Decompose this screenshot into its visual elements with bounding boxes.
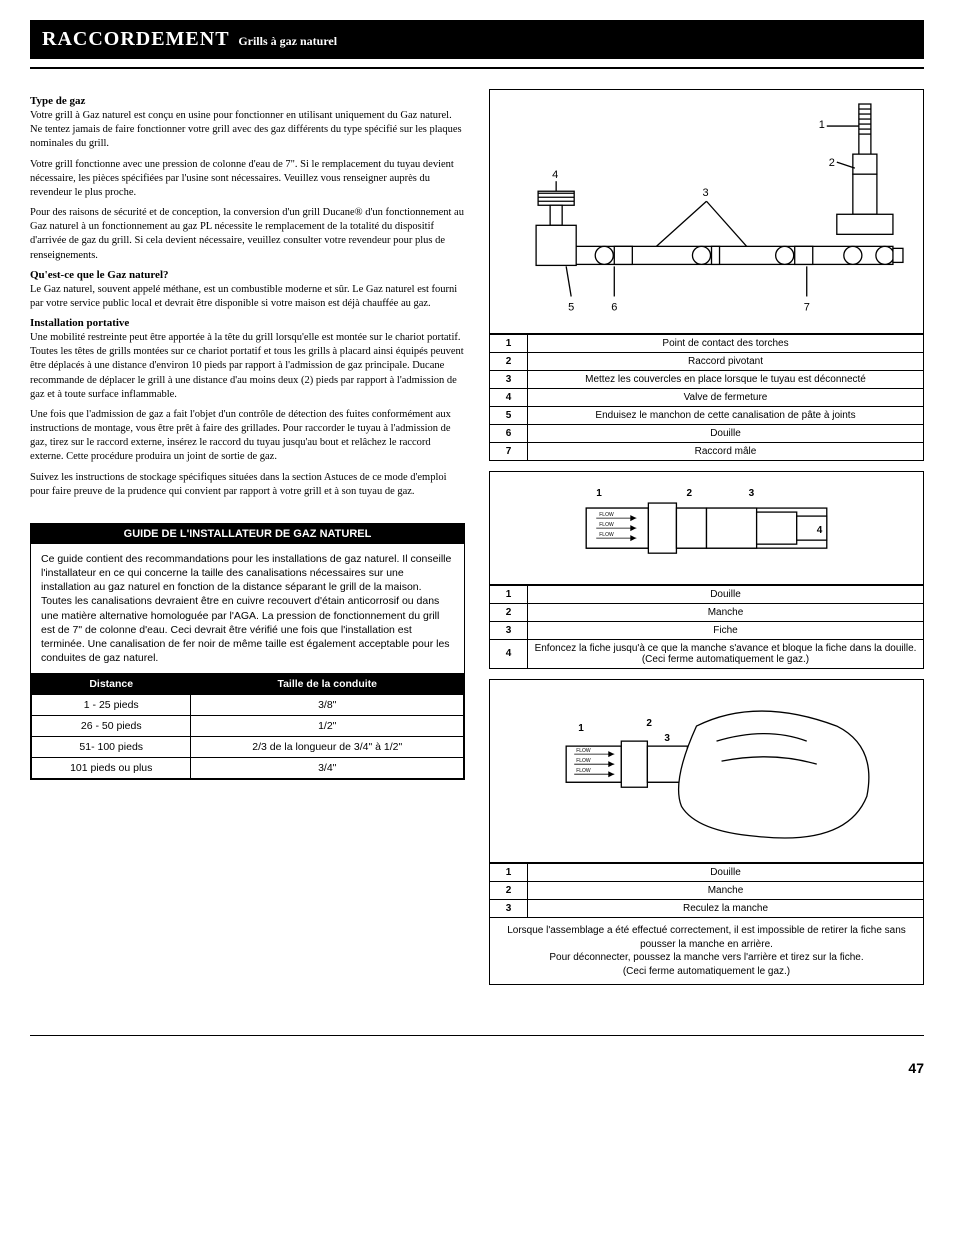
legend-3: 1Douille 2Manche 3Reculez la manche — [489, 863, 924, 918]
guide-box: GUIDE DE L'INSTALLATEUR DE GAZ NATUREL C… — [30, 523, 465, 780]
svg-text:1: 1 — [578, 723, 584, 734]
section-head-type: Type de gaz — [30, 95, 465, 107]
table-row: 3Reculez la manche — [490, 900, 924, 918]
dist-th-size: Taille de la conduite — [191, 674, 464, 695]
header-underline — [30, 67, 924, 69]
table-row: 2Manche — [490, 603, 924, 621]
distance-table: Distance Taille de la conduite 1 - 25 pi… — [31, 673, 464, 779]
table-row: 1Douille — [490, 864, 924, 882]
table-row: 101 pieds ou plus3/4" — [32, 758, 464, 779]
diagram-3: 1 2 3 FLOW FLOW FLOW — [489, 679, 924, 863]
table-row: 2Manche — [490, 882, 924, 900]
svg-text:2: 2 — [646, 718, 652, 729]
table-row: 26 - 50 pieds1/2" — [32, 716, 464, 737]
svg-text:FLOW: FLOW — [576, 758, 591, 764]
assembly-note: Lorsque l'assemblage a été effectué corr… — [489, 918, 924, 985]
table-row: 6Douille — [490, 424, 924, 442]
table-row: 7Raccord mâle — [490, 442, 924, 460]
callout-6: 6 — [611, 302, 617, 314]
table-row: 1Point de contact des torches — [490, 334, 924, 352]
svg-text:FLOW: FLOW — [599, 522, 614, 528]
diagram-1: 1 2 3 4 5 6 7 — [489, 89, 924, 334]
para: Une mobilité restreinte peut être apport… — [30, 331, 465, 402]
svg-text:3: 3 — [749, 488, 755, 499]
svg-text:4: 4 — [817, 525, 823, 536]
header-title-main: RACCORDEMENT — [42, 28, 230, 50]
section-head-install: Installation portative — [30, 317, 465, 329]
left-column: Type de gaz Votre grill à Gaz naturel es… — [30, 89, 465, 995]
table-row: 1 - 25 pieds3/8" — [32, 695, 464, 716]
table-row: 4Valve de fermeture — [490, 388, 924, 406]
svg-text:2: 2 — [686, 488, 692, 499]
para: Votre grill fonctionne avec une pression… — [30, 158, 465, 201]
connector-insert-diagram: 1 2 3 4 FLOW FLOW FLOW — [496, 478, 917, 578]
svg-text:FLOW: FLOW — [599, 512, 614, 518]
para: Suivez les instructions de stockage spéc… — [30, 471, 465, 499]
callout-7: 7 — [804, 302, 810, 314]
callout-4: 4 — [552, 169, 558, 181]
section-head-what: Qu'est-ce que le Gaz naturel? — [30, 269, 465, 281]
page-number: 47 — [908, 1060, 924, 1076]
callout-2: 2 — [829, 157, 835, 169]
diagram-2: 1 2 3 4 FLOW FLOW FLOW — [489, 471, 924, 585]
svg-text:1: 1 — [596, 488, 602, 499]
svg-text:FLOW: FLOW — [576, 768, 591, 774]
dist-th-distance: Distance — [32, 674, 191, 695]
para: Le Gaz naturel, souvent appelé méthane, … — [30, 283, 465, 311]
svg-text:FLOW: FLOW — [576, 748, 591, 754]
table-row: 3Fiche — [490, 621, 924, 639]
para: Votre grill à Gaz naturel est conçu en u… — [30, 109, 465, 152]
header-bar: RACCORDEMENT Grills à gaz naturel — [30, 20, 924, 59]
callout-5: 5 — [568, 302, 574, 314]
table-row: 1Douille — [490, 585, 924, 603]
callout-3: 3 — [702, 187, 708, 199]
legend-1: 1Point de contact des torches 2Raccord p… — [489, 334, 924, 461]
table-row: 2Raccord pivotant — [490, 352, 924, 370]
legend-2: 1Douille 2Manche 3Fiche 4Enfoncez la fic… — [489, 585, 924, 669]
para: Une fois que l'admission de gaz a fait l… — [30, 408, 465, 465]
table-row: 5Enduisez le manchon de cette canalisati… — [490, 406, 924, 424]
connector-disconnect-diagram: 1 2 3 FLOW FLOW FLOW — [496, 686, 917, 856]
svg-text:FLOW: FLOW — [599, 532, 614, 538]
table-row: 4Enfoncez la fiche jusqu'à ce que la man… — [490, 639, 924, 668]
header-title-sub: Grills à gaz naturel — [238, 34, 337, 48]
svg-text:3: 3 — [664, 733, 670, 744]
guide-title: GUIDE DE L'INSTALLATEUR DE GAZ NATUREL — [31, 524, 464, 544]
table-row: 3Mettez les couvercles en place lorsque … — [490, 370, 924, 388]
table-row: 51- 100 pieds2/3 de la longueur de 3/4" … — [32, 737, 464, 758]
right-column: 1 2 3 4 5 6 7 1Point de contact des torc… — [489, 89, 924, 995]
callout-1: 1 — [819, 119, 825, 131]
footer-line — [30, 1035, 924, 1036]
para: Pour des raisons de sécurité et de conce… — [30, 206, 465, 263]
guide-body: Ce guide contient des recommandations po… — [31, 544, 464, 673]
pipe-assembly-diagram: 1 2 3 4 5 6 7 — [496, 96, 917, 327]
